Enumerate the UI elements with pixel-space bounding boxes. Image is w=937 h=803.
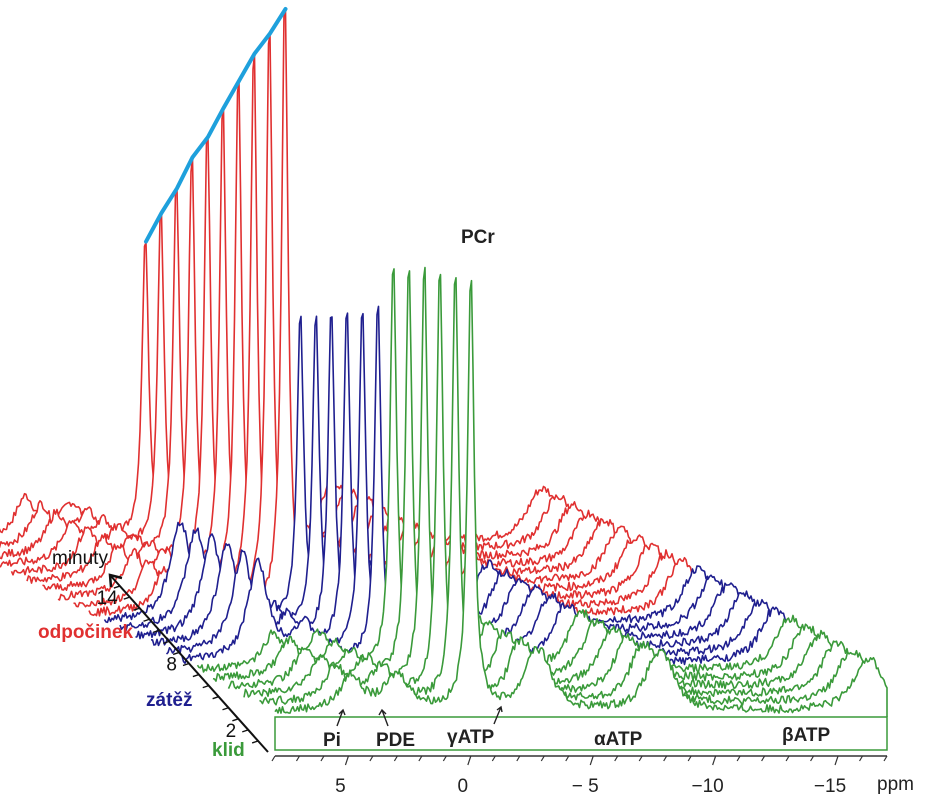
ppm-tick-label: 0	[458, 776, 469, 797]
ppm-axis-label: ppm	[877, 774, 914, 795]
time-axis-arrow-icon	[108, 573, 123, 588]
ppm-minor-tick	[565, 755, 570, 762]
ppm-minor-tick	[810, 755, 815, 762]
front-baseline-box	[274, 716, 888, 751]
time-minor-tick	[222, 707, 229, 711]
time-tick-label: 14	[97, 588, 119, 609]
ppm-minor-tick	[418, 755, 423, 762]
peak-label-pde: PDE	[376, 730, 415, 751]
peak-label-beta-atp: βATP	[782, 725, 831, 746]
time-axis-ticks: 2 8 14	[97, 585, 259, 744]
ppm-minor-tick	[540, 755, 545, 762]
pde-pointer-arrow-icon	[378, 708, 389, 727]
time-minor-tick	[182, 662, 190, 667]
ppm-major-tick	[467, 755, 472, 766]
ppm-minor-tick	[736, 755, 741, 762]
peak-label-alpha-atp: αATP	[594, 729, 643, 750]
time-minor-tick	[192, 673, 200, 678]
time-minor-tick	[163, 640, 170, 645]
ppm-tick-label: −15	[814, 776, 846, 797]
time-minor-tick	[153, 629, 160, 633]
time-minor-tick	[143, 618, 150, 622]
ppm-tick-label: 5	[335, 776, 346, 797]
peak-label-pi: Pi	[323, 730, 341, 751]
phase-label-odpocinek: odpočinek	[38, 622, 133, 643]
pi-pointer-arrow-icon	[336, 708, 346, 727]
ppm-minor-tick	[883, 755, 888, 762]
gamma-atp-pointer-arrow-icon	[493, 705, 503, 725]
time-minor-tick	[123, 596, 130, 600]
ppm-major-tick	[834, 755, 839, 766]
time-minor-tick	[172, 651, 180, 656]
time-minor-tick	[202, 684, 209, 689]
time-minor-tick	[251, 740, 259, 744]
ppm-minor-tick	[442, 755, 447, 762]
time-minor-tick	[232, 718, 239, 722]
time-minor-tick	[212, 696, 219, 700]
ppm-minor-tick	[638, 755, 643, 762]
spectrum-line	[274, 279, 888, 717]
ppm-minor-tick	[614, 755, 619, 762]
ppm-minor-tick	[761, 755, 766, 762]
time-axis-label: minuty	[52, 548, 108, 569]
ppm-minor-tick	[393, 755, 398, 762]
ppm-minor-tick	[271, 755, 276, 762]
ppm-minor-tick	[516, 755, 521, 762]
time-minor-tick	[133, 607, 140, 611]
ppm-axis-ticks: 5 0 − 5 −10 −15	[271, 755, 888, 797]
ppm-minor-tick	[491, 755, 496, 762]
phase-label-klid: klid	[212, 740, 245, 761]
phase-label-zatez: zátěž	[146, 690, 192, 711]
ppm-major-tick	[589, 755, 594, 766]
time-tick-label: 8	[166, 655, 177, 676]
ppm-minor-tick	[785, 755, 790, 762]
spectra-stack	[0, 9, 888, 717]
ppm-tick-label: − 5	[572, 776, 599, 797]
ppm-minor-tick	[320, 755, 325, 762]
ppm-minor-tick	[687, 755, 692, 762]
time-minor-tick	[242, 729, 249, 733]
peak-label-pcr: PCr	[461, 227, 495, 248]
ppm-minor-tick	[369, 755, 374, 762]
ppm-major-tick	[712, 755, 717, 766]
ppm-minor-tick	[859, 755, 864, 762]
ppm-minor-tick	[295, 755, 300, 762]
time-tick-label: 2	[226, 721, 237, 742]
ppm-major-tick	[344, 755, 350, 766]
ppm-tick-label: −10	[692, 776, 724, 797]
ppm-minor-tick	[663, 755, 668, 762]
pcr-recovery-fit-curve	[144, 7, 288, 244]
peak-label-gamma-atp: γATP	[447, 727, 494, 748]
time-minor-tick	[113, 585, 121, 589]
